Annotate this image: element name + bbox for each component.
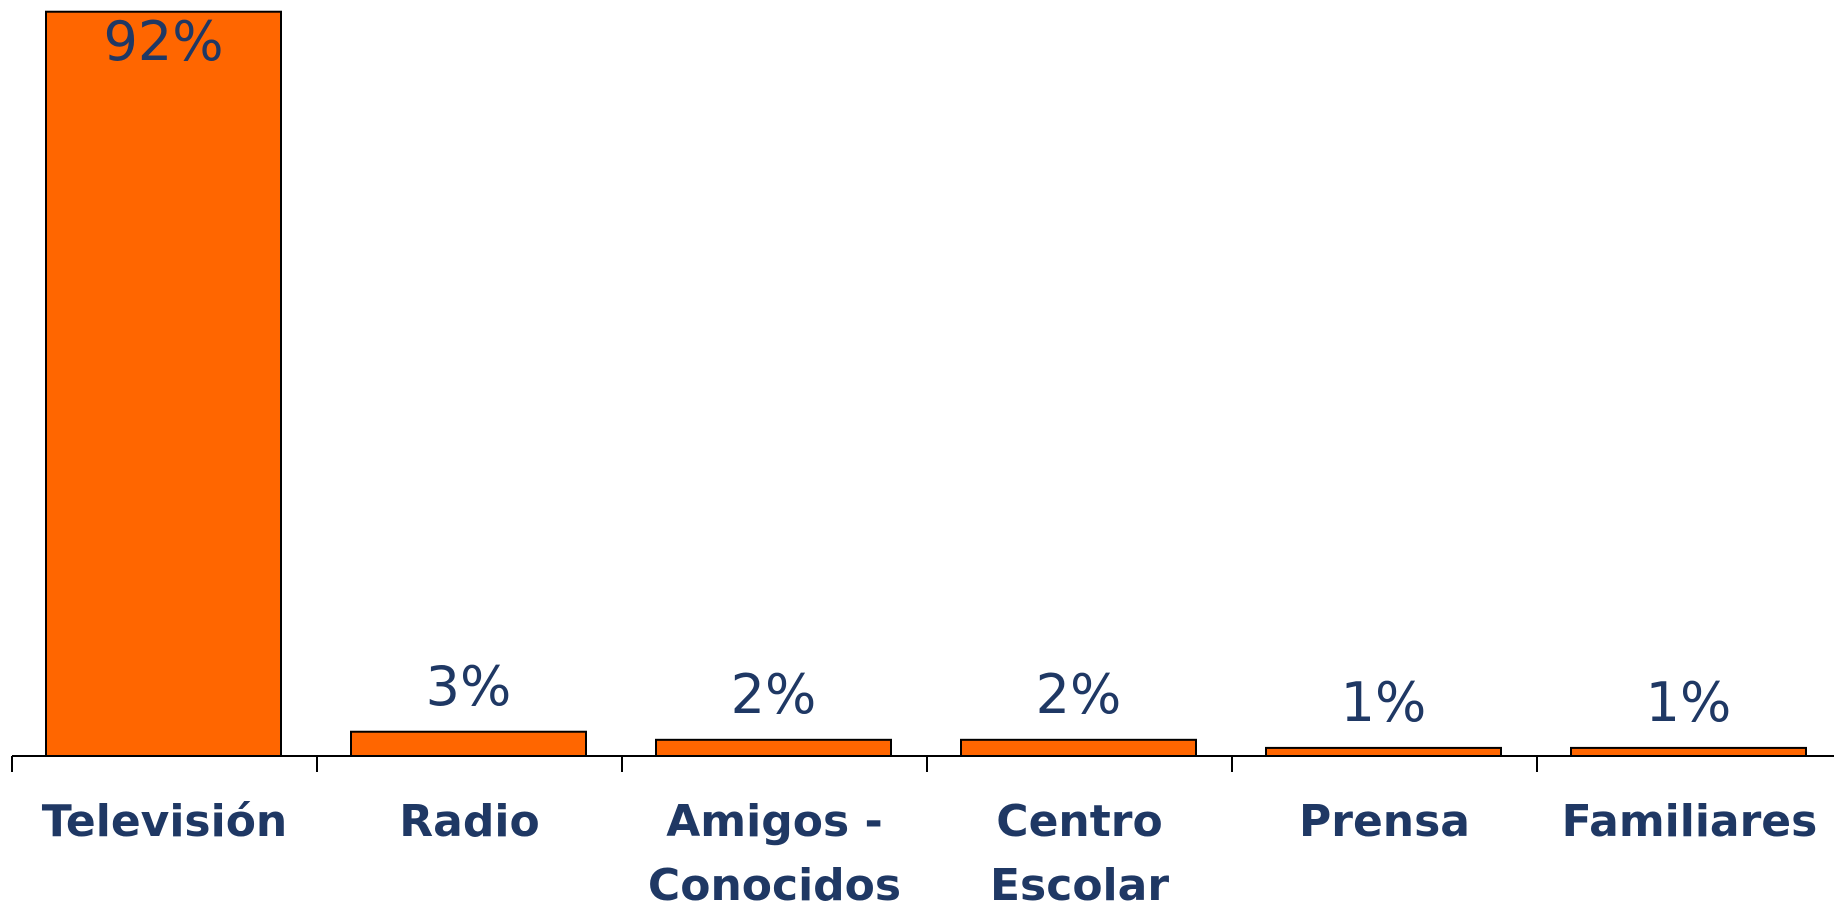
bar [655,738,892,758]
data-label: 2% [730,662,817,726]
data-label: 92% [103,10,224,73]
data-label: 1% [1340,670,1427,734]
data-label: 2% [1035,662,1122,726]
bar [1265,746,1502,757]
bar [45,10,282,758]
data-label: 3% [425,654,512,718]
bar [1570,746,1807,757]
x-tick-label: Familiares [1561,796,1818,847]
x-tick-label: Centro Escolar [989,796,1170,911]
bar [960,738,1197,758]
x-tick-label: Amigos - Conocidos [647,796,902,911]
x-tick-label: Radio [399,796,540,847]
bar [350,730,587,757]
x-tick-label: Prensa [1299,796,1470,847]
data-label: 1% [1645,670,1732,734]
x-tick-label: Televisión [41,796,288,847]
